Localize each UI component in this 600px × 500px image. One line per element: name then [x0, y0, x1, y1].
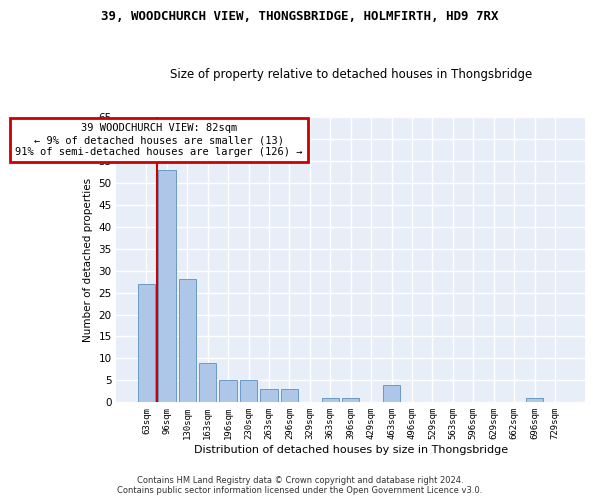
- Y-axis label: Number of detached properties: Number of detached properties: [83, 178, 93, 342]
- Bar: [199, 363, 217, 403]
- Bar: [138, 284, 155, 403]
- Bar: [240, 380, 257, 402]
- Bar: [220, 380, 237, 402]
- Bar: [179, 280, 196, 402]
- Title: Size of property relative to detached houses in Thongsbridge: Size of property relative to detached ho…: [170, 68, 532, 81]
- Text: 39 WOODCHURCH VIEW: 82sqm
← 9% of detached houses are smaller (13)
91% of semi-d: 39 WOODCHURCH VIEW: 82sqm ← 9% of detach…: [16, 124, 303, 156]
- Bar: [281, 389, 298, 402]
- Bar: [526, 398, 543, 402]
- Bar: [322, 398, 339, 402]
- Bar: [383, 385, 400, 402]
- Bar: [342, 398, 359, 402]
- X-axis label: Distribution of detached houses by size in Thongsbridge: Distribution of detached houses by size …: [194, 445, 508, 455]
- Bar: [158, 170, 176, 402]
- Bar: [260, 389, 278, 402]
- Text: Contains HM Land Registry data © Crown copyright and database right 2024.
Contai: Contains HM Land Registry data © Crown c…: [118, 476, 482, 495]
- Text: 39, WOODCHURCH VIEW, THONGSBRIDGE, HOLMFIRTH, HD9 7RX: 39, WOODCHURCH VIEW, THONGSBRIDGE, HOLMF…: [101, 10, 499, 23]
